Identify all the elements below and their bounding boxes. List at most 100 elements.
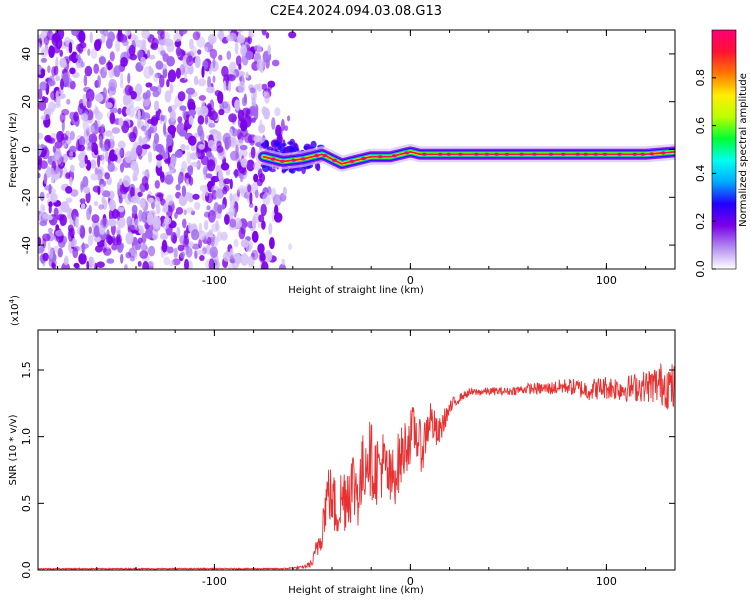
heatmap-noise-cell bbox=[234, 254, 242, 265]
heatmap-noise-cell bbox=[120, 56, 128, 68]
heatmap-noise-cell bbox=[77, 144, 85, 152]
heatmap-noise-cell bbox=[209, 48, 218, 59]
heatmap-noise-cell bbox=[125, 107, 131, 116]
heatmap-noise-cell bbox=[103, 64, 108, 72]
y-tick-label: -20 bbox=[20, 188, 33, 206]
heatmap-noise-cell bbox=[93, 225, 100, 238]
heatmap-noise-cell bbox=[240, 239, 249, 248]
heatmap-noise-cell bbox=[55, 75, 60, 82]
heatmap-noise-cell bbox=[103, 247, 112, 256]
heatmap-noise-cell bbox=[242, 107, 251, 117]
heatmap-noise-cell bbox=[264, 91, 270, 104]
heatmap-noise-cell bbox=[188, 115, 194, 125]
y-tick-label: 1.0 bbox=[20, 428, 33, 446]
heatmap-noise-cell bbox=[154, 100, 160, 112]
heatmap-noise-cell bbox=[137, 237, 143, 244]
heatmap-noise-cell bbox=[159, 75, 165, 88]
heatmap-noise-cell bbox=[177, 116, 183, 124]
heatmap-noise-cell bbox=[140, 56, 147, 67]
heatmap-noise-cell bbox=[182, 109, 187, 119]
heatmap-noise-cell bbox=[251, 249, 259, 261]
heatmap-noise-cell bbox=[141, 125, 147, 132]
heatmap-noise-cell bbox=[47, 227, 53, 233]
heatmap-noise-cell bbox=[124, 84, 133, 96]
heatmap-noise-cell bbox=[164, 90, 172, 103]
heatmap-noise-cell bbox=[68, 54, 75, 62]
heatmap-noise-cell bbox=[47, 241, 51, 251]
heatmap-noise-cell bbox=[197, 78, 206, 87]
heatmap-noise-cell bbox=[60, 133, 68, 141]
heatmap-noise-cell bbox=[174, 40, 181, 48]
heatmap-noise-cell bbox=[229, 192, 233, 202]
heatmap-noise-cell bbox=[245, 72, 249, 79]
heatmap-noise-cell bbox=[201, 65, 205, 78]
heatmap-noise-cell bbox=[51, 261, 55, 269]
heatmap-signal-peak bbox=[640, 152, 646, 156]
heatmap-noise-cell bbox=[251, 117, 256, 123]
heatmap-noise-cell bbox=[261, 83, 268, 91]
heatmap-noise-cell bbox=[141, 38, 146, 50]
heatmap-noise-cell bbox=[69, 130, 75, 141]
heatmap-noise-cell bbox=[93, 104, 98, 116]
heatmap-noise-cell bbox=[178, 194, 188, 206]
heatmap-noise-cell bbox=[140, 197, 146, 209]
heatmap-noise-cell bbox=[96, 261, 105, 269]
heatmap-noise-cell bbox=[198, 95, 207, 101]
heatmap-noise-cell bbox=[104, 102, 113, 109]
heatmap-noise-cell bbox=[197, 230, 206, 241]
heatmap-signal-peak bbox=[458, 152, 463, 156]
chart-title: C2E4.2024.094.03.08.G13 bbox=[270, 4, 442, 19]
heatmap-noise-cell bbox=[118, 148, 123, 157]
heatmap-noise-cell bbox=[240, 158, 248, 168]
heatmap-noise-cell bbox=[82, 118, 89, 132]
heatmap-noise-cell bbox=[48, 101, 56, 113]
heatmap-noise-cell bbox=[240, 253, 249, 266]
heatmap-noise-cell bbox=[218, 108, 225, 116]
heatmap-noise-cell bbox=[95, 93, 104, 103]
heatmap-noise-cell bbox=[148, 65, 152, 72]
heatmap-noise-cell bbox=[177, 244, 185, 252]
heatmap-noise-cell bbox=[142, 261, 149, 269]
colorbar-tick-label: 0.6 bbox=[694, 117, 707, 135]
heatmap-noise-cell bbox=[185, 246, 193, 258]
colorbar-gradient bbox=[711, 29, 737, 270]
heatmap-noise-cell bbox=[64, 36, 71, 45]
heatmap-noise-cell bbox=[259, 173, 266, 183]
heatmap-noise-cell bbox=[177, 91, 186, 102]
heatmap-noise-cell bbox=[61, 61, 68, 68]
heatmap-noise-cell bbox=[168, 260, 175, 267]
heatmap-noise-cell bbox=[52, 32, 61, 43]
heatmap-noise-cell bbox=[122, 39, 129, 47]
heatmap-noise-cell bbox=[153, 73, 158, 83]
heatmap-noise-cell bbox=[220, 162, 230, 171]
heatmap-noise-cell bbox=[225, 169, 231, 176]
heatmap-noise-cell bbox=[77, 53, 81, 64]
heatmap-noise-cell bbox=[73, 111, 79, 122]
heatmap-noise-cell bbox=[164, 174, 174, 185]
heatmap-noise-cell bbox=[236, 34, 246, 44]
heatmap-signal-peak bbox=[322, 154, 328, 158]
heatmap-noise-cell bbox=[162, 67, 168, 79]
heatmap-noise-cell bbox=[71, 30, 79, 36]
heatmap-noise-cell bbox=[188, 167, 193, 176]
heatmap-noise-cell bbox=[88, 256, 95, 268]
heatmap-signal-peak bbox=[300, 157, 306, 161]
heatmap-noise-cell bbox=[217, 30, 224, 40]
heatmap-noise-cell bbox=[186, 151, 192, 165]
heatmap-noise-cell bbox=[256, 83, 263, 92]
heatmap-noise-cell bbox=[64, 207, 73, 214]
heatmap-noise-cell bbox=[182, 218, 187, 229]
heatmap-noise-cell bbox=[129, 131, 137, 143]
heatmap-noise-cell bbox=[69, 176, 73, 186]
heatmap-noise-cell bbox=[194, 106, 204, 113]
heatmap-transition-cell bbox=[316, 163, 321, 172]
heatmap-transition-cell bbox=[282, 143, 287, 147]
heatmap-noise-cell bbox=[121, 120, 130, 134]
heatmap-noise-cell bbox=[208, 258, 215, 269]
heatmap-noise-cell bbox=[41, 96, 46, 102]
heatmap-noise-cell bbox=[222, 101, 229, 109]
colorbar-label: Normalized spectral amplitude bbox=[738, 73, 749, 227]
heatmap-noise-cell bbox=[245, 50, 254, 61]
heatmap-noise-cell bbox=[199, 255, 205, 261]
